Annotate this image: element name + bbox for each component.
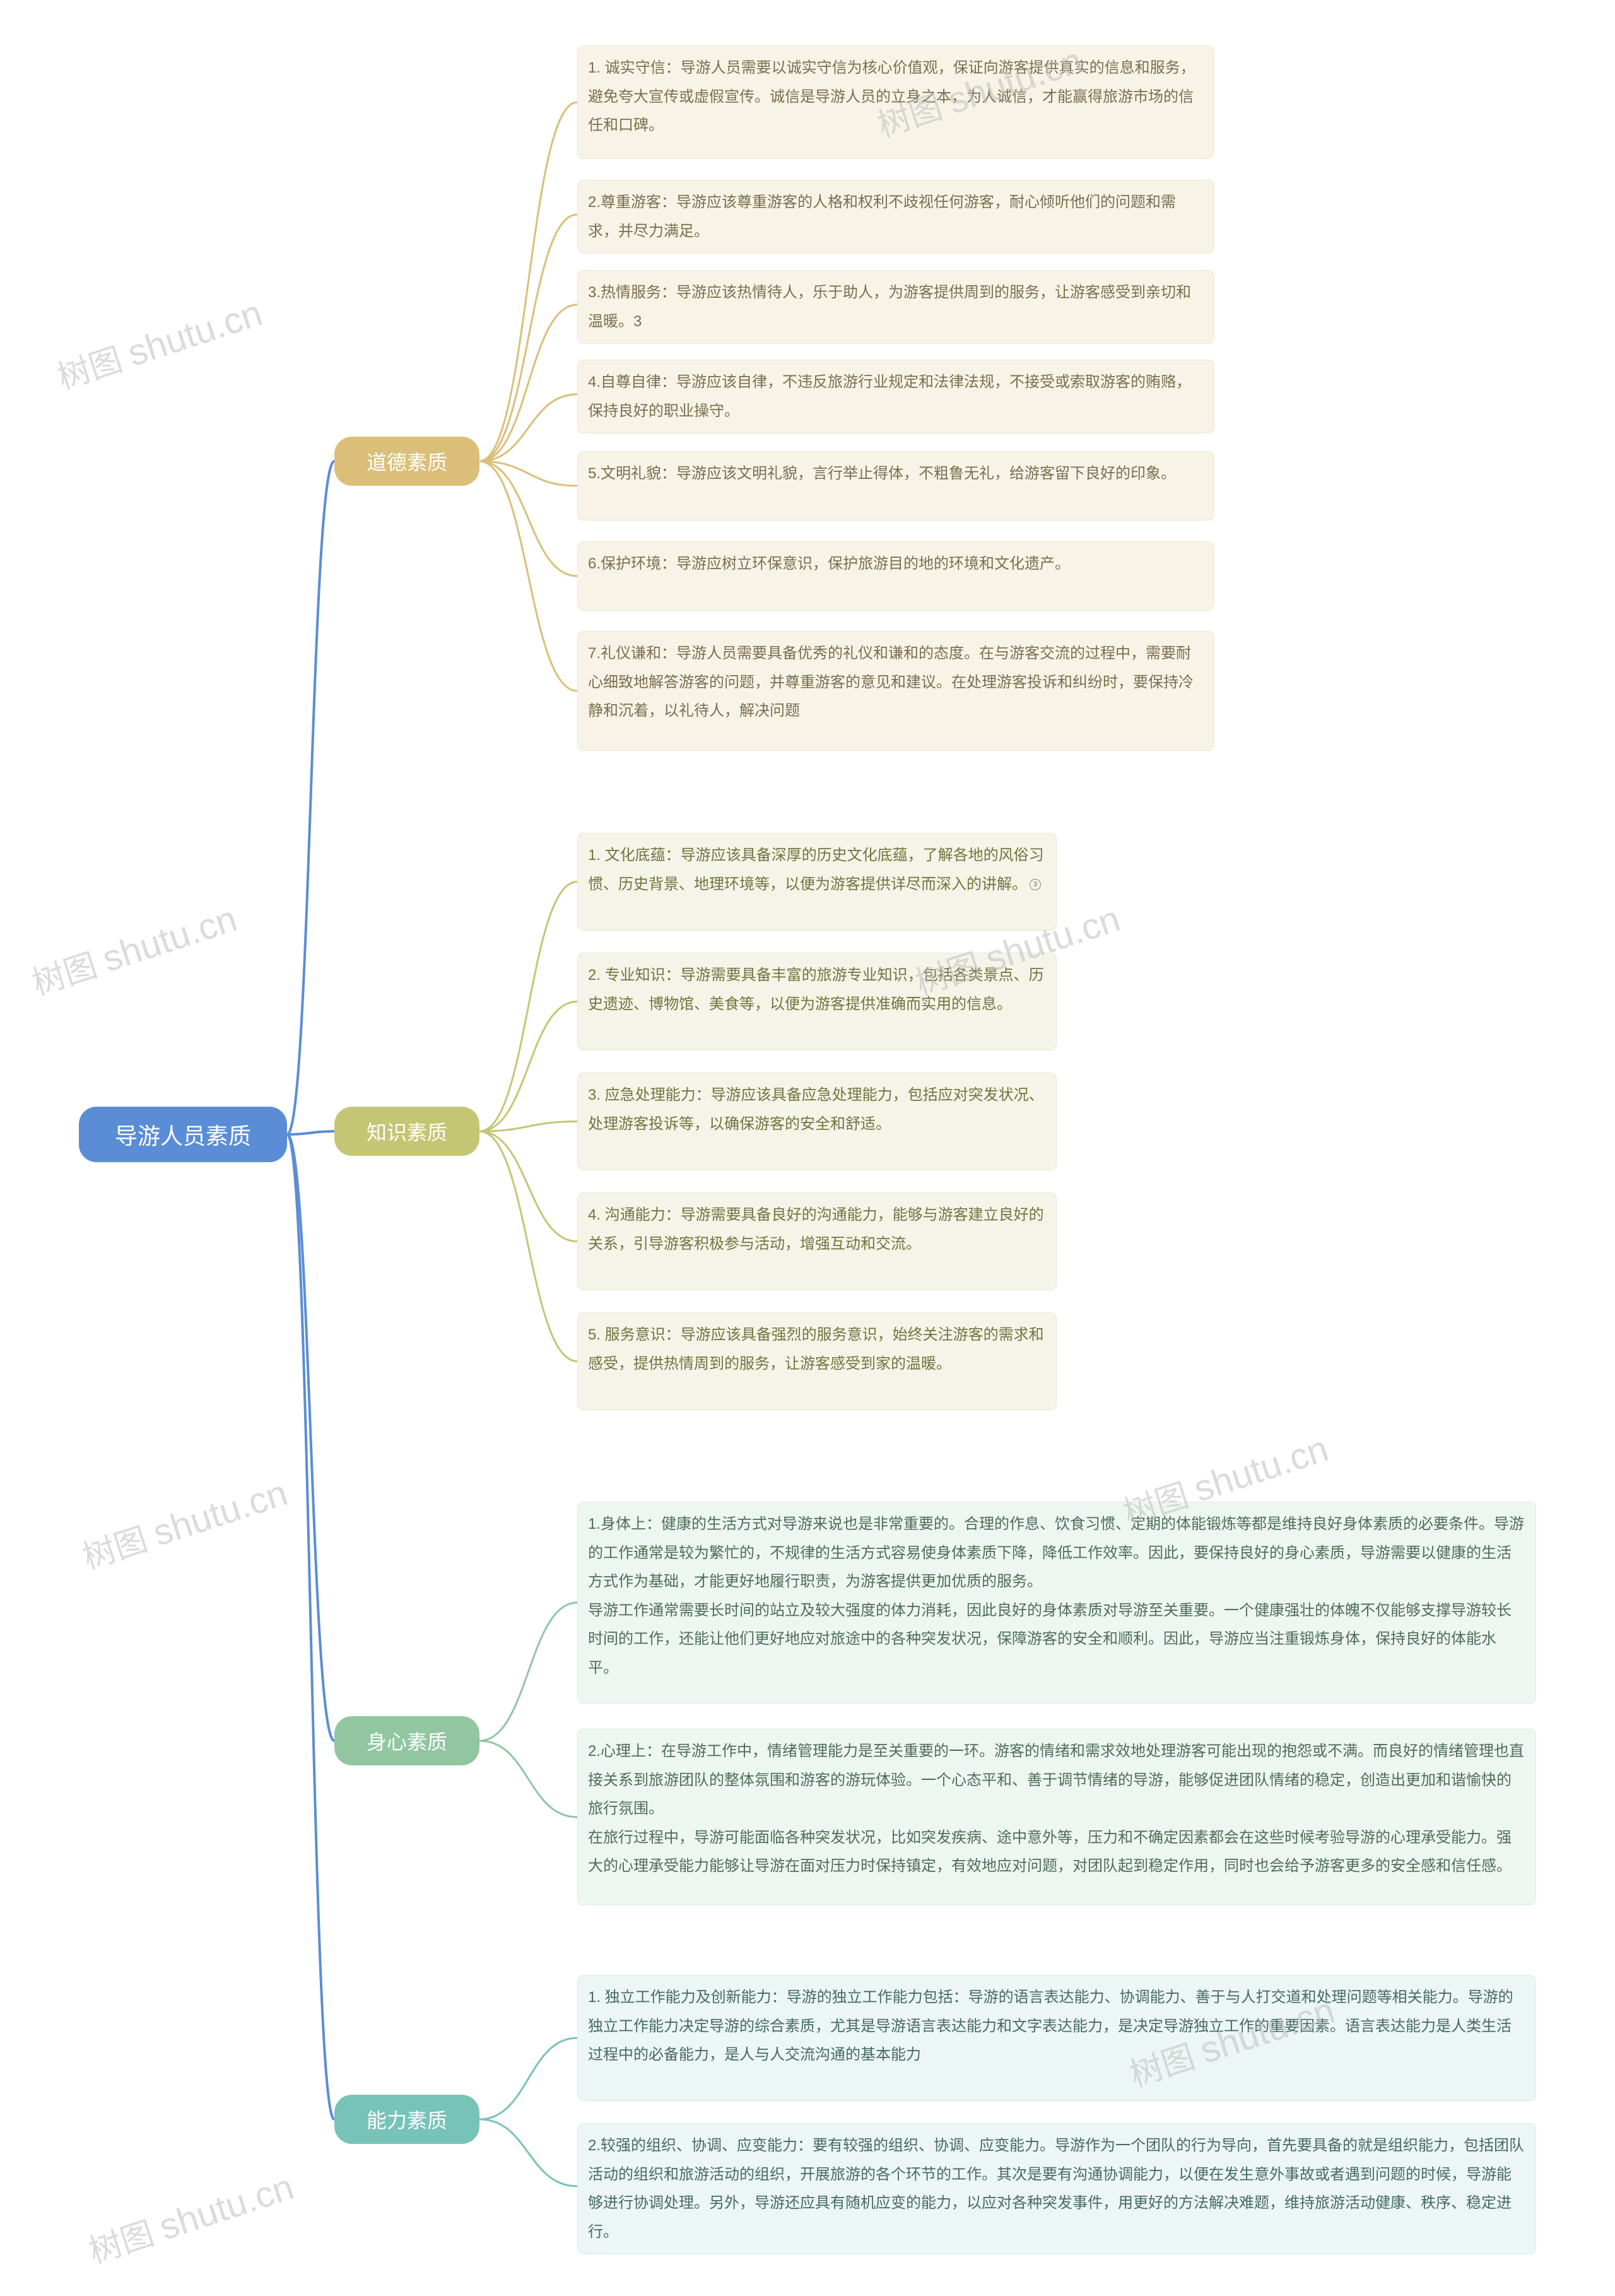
leaf-text: 2.尊重游客：导游应该尊重游客的人格和权利不歧视任何游客，耐心倾听他们的问题和需… — [588, 194, 1176, 240]
leaf-text: 2.较强的组织、协调、应变能力：要有较强的组织、协调、应变能力。导游作为一个团队… — [588, 2137, 1524, 2240]
leaf-text: 1. 独立工作能力及创新能力：导游的独立工作能力包括：导游的语言表达能力、协调能… — [588, 1989, 1513, 2063]
leaf-node[interactable]: 1. 独立工作能力及创新能力：导游的独立工作能力包括：导游的语言表达能力、协调能… — [577, 1975, 1536, 2101]
watermark: 树图shutu.cn — [25, 893, 242, 1004]
watermark-text-1: 树图 — [53, 341, 127, 396]
watermark-text-2: shutu.cn — [155, 2166, 299, 2248]
watermark-text-1: 树图 — [28, 947, 102, 1002]
leaf-node[interactable]: 3.热情服务：导游应该热情待人，乐于助人，为游客提供周到的服务，让游客感受到亲切… — [577, 270, 1214, 344]
watermark: 树图shutu.cn — [82, 2162, 299, 2273]
watermark-text-1: 树图 — [78, 1521, 152, 1576]
leaf-text: 3.热情服务：导游应该热情待人，乐于助人，为游客提供周到的服务，让游客感受到亲切… — [588, 284, 1191, 330]
leaf-node[interactable]: 5. 服务意识：导游应该具备强烈的服务意识，始终关注游客的需求和感受，提供热情周… — [577, 1312, 1057, 1410]
leaf-text: 6.保护环境：导游应树立环保意识，保护旅游目的地的环境和文化遗产。 — [588, 555, 1070, 572]
leaf-text: 2.心理上：在导游工作中，情绪管理能力是至关重要的一环。游客的情绪和需求效地处理… — [588, 1743, 1524, 1875]
leaf-node[interactable]: 7.礼仪谦和：导游人员需要具备优秀的礼仪和谦和的态度。在与游客交流的过程中，需要… — [577, 631, 1214, 751]
watermark-text-2: shutu.cn — [123, 292, 267, 374]
branch-node-b4[interactable]: 能力素质 — [334, 2095, 479, 2144]
watermark: 树图shutu.cn — [76, 1468, 293, 1579]
branch-label: 知识素质 — [367, 1117, 447, 1146]
branch-node-b3[interactable]: 身心素质 — [334, 1716, 479, 1765]
leaf-text: 1. 诚实守信：导游人员需要以诚实守信为核心价值观，保证向游客提供真实的信息和服… — [588, 59, 1195, 134]
branch-label: 能力素质 — [367, 2105, 447, 2134]
annotation-badge: 3 — [1030, 879, 1041, 890]
leaf-text: 4. 沟通能力：导游需要具备良好的沟通能力，能够与游客建立良好的关系，引导游客积… — [588, 1206, 1044, 1252]
leaf-node[interactable]: 6.保护环境：导游应树立环保意识，保护旅游目的地的环境和文化遗产。 — [577, 541, 1214, 611]
root-label: 导游人员素质 — [115, 1118, 251, 1151]
leaf-node[interactable]: 4. 沟通能力：导游需要具备良好的沟通能力，能够与游客建立良好的关系，引导游客积… — [577, 1192, 1057, 1290]
leaf-text: 4.自尊自律：导游应该自律，不违反旅游行业规定和法律法规，不接受或索取游客的贿赂… — [588, 374, 1191, 420]
leaf-node[interactable]: 4.自尊自律：导游应该自律，不违反旅游行业规定和法律法规，不接受或索取游客的贿赂… — [577, 360, 1214, 433]
leaf-node[interactable]: 2. 专业知识：导游需要具备丰富的旅游专业知识，包括各类景点、历史遗迹、博物馆、… — [577, 953, 1057, 1051]
branch-node-b2[interactable]: 知识素质 — [334, 1107, 479, 1156]
branch-label: 身心素质 — [367, 1726, 447, 1755]
leaf-text: 7.礼仪谦和：导游人员需要具备优秀的礼仪和谦和的态度。在与游客交流的过程中，需要… — [588, 645, 1194, 719]
leaf-text: 5. 服务意识：导游应该具备强烈的服务意识，始终关注游客的需求和感受，提供热情周… — [588, 1326, 1044, 1372]
watermark-text-1: 树图 — [85, 2215, 158, 2270]
leaf-node[interactable]: 2.心理上：在导游工作中，情绪管理能力是至关重要的一环。游客的情绪和需求效地处理… — [577, 1729, 1536, 1905]
leaf-node[interactable]: 5.文明礼貌：导游应该文明礼貌，言行举止得体，不粗鲁无礼，给游客留下良好的印象。 — [577, 451, 1214, 521]
leaf-text: 1.身体上：健康的生活方式对导游来说也是非常重要的。合理的作息、饮食习惯、定期的… — [588, 1516, 1524, 1676]
watermark: 树图shutu.cn — [50, 288, 267, 399]
leaf-node[interactable]: 3. 应急处理能力：导游应该具备应急处理能力，包括应对突发状况、处理游客投诉等，… — [577, 1073, 1057, 1170]
leaf-node[interactable]: 2.较强的组织、协调、应变能力：要有较强的组织、协调、应变能力。导游作为一个团队… — [577, 2123, 1536, 2254]
watermark-text-2: shutu.cn — [1189, 1428, 1334, 1510]
leaf-text: 5.文明礼貌：导游应该文明礼貌，言行举止得体，不粗鲁无礼，给游客留下良好的印象。 — [588, 465, 1176, 482]
watermark-text-2: shutu.cn — [98, 898, 242, 980]
leaf-text: 2. 专业知识：导游需要具备丰富的旅游专业知识，包括各类景点、历史遗迹、博物馆、… — [588, 967, 1044, 1013]
leaf-text: 1. 文化底蕴：导游应该具备深厚的历史文化底蕴，了解各地的风俗习惯、历史背景、地… — [588, 847, 1044, 893]
root-node[interactable]: 导游人员素质 — [79, 1107, 287, 1162]
leaf-node[interactable]: 1. 诚实守信：导游人员需要以诚实守信为核心价值观，保证向游客提供真实的信息和服… — [577, 45, 1214, 159]
branch-node-b1[interactable]: 道德素质 — [334, 437, 479, 486]
leaf-node[interactable]: 1. 文化底蕴：导游应该具备深厚的历史文化底蕴，了解各地的风俗习惯、历史背景、地… — [577, 833, 1057, 931]
leaf-text: 3. 应急处理能力：导游应该具备应急处理能力，包括应对突发状况、处理游客投诉等，… — [588, 1086, 1044, 1133]
mindmap-canvas: 导游人员素质 道德素质 1. 诚实守信：导游人员需要以诚实守信为核心价值观，保证向游… — [0, 0, 1615, 2296]
watermark-text-2: shutu.cn — [148, 1472, 293, 1554]
branch-label: 道德素质 — [367, 447, 447, 476]
leaf-node[interactable]: 1.身体上：健康的生活方式对导游来说也是非常重要的。合理的作息、饮食习惯、定期的… — [577, 1502, 1536, 1704]
leaf-node[interactable]: 2.尊重游客：导游应该尊重游客的人格和权利不歧视任何游客，耐心倾听他们的问题和需… — [577, 180, 1214, 254]
